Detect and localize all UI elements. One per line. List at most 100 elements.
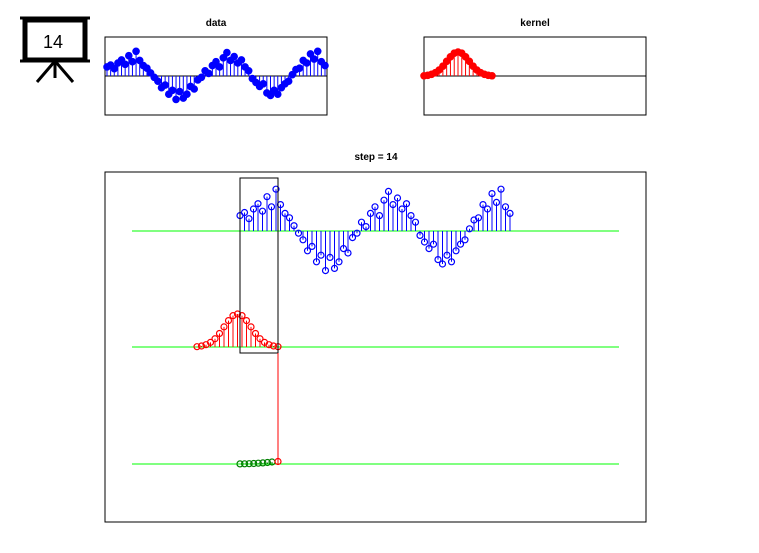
stem-marker <box>254 200 262 208</box>
window <box>239 177 279 354</box>
stem-marker <box>303 247 312 255</box>
stem-marker <box>339 245 348 253</box>
stem-marker <box>290 222 298 230</box>
stem-marker <box>256 335 264 343</box>
badge-number: 14 <box>43 32 63 52</box>
stem-marker <box>371 203 379 211</box>
stem-marker <box>483 205 492 213</box>
stem-marker <box>281 209 289 217</box>
stem-marker <box>321 61 329 70</box>
stem-marker <box>274 457 282 466</box>
stem-marker <box>269 342 278 350</box>
stem-marker <box>206 338 215 346</box>
stem-marker <box>434 256 442 264</box>
stem-marker <box>456 240 465 248</box>
stem-marker <box>389 201 397 209</box>
stem-marker <box>416 231 424 239</box>
stem-marker <box>230 52 238 61</box>
stem-marker <box>375 212 384 220</box>
stem-marker <box>411 218 420 226</box>
stem-marker <box>348 234 357 242</box>
stem-marker <box>344 249 352 257</box>
stem-marker <box>259 80 268 88</box>
stem-marker <box>312 258 321 266</box>
stem-marker <box>443 251 451 259</box>
stem-marker <box>154 77 162 86</box>
stem-marker <box>223 48 231 57</box>
stem-marker <box>135 56 144 65</box>
stem-marker <box>425 245 433 253</box>
stem-marker <box>224 317 233 325</box>
stem-marker <box>247 323 255 331</box>
stem-marker <box>285 214 294 222</box>
stem-marker <box>236 460 244 468</box>
stem-marker <box>238 312 246 320</box>
stem-marker <box>447 258 456 266</box>
stem-marker <box>362 223 370 231</box>
stem-marker <box>193 343 201 351</box>
stem-marker <box>266 91 275 100</box>
stem-marker <box>204 69 213 78</box>
badge-leg <box>35 60 57 83</box>
stem-marker <box>398 205 406 213</box>
chart-title: kernel <box>520 18 550 29</box>
stem-marker <box>259 459 267 467</box>
stem-marker <box>273 90 282 99</box>
stem-marker <box>393 194 402 202</box>
step-axes <box>104 171 647 523</box>
stem-marker <box>128 57 137 66</box>
stem-marker <box>197 342 206 350</box>
stem-marker <box>321 267 330 275</box>
stem-marker <box>272 185 280 193</box>
stem-marker <box>294 229 303 237</box>
stem-marker <box>240 460 249 468</box>
stem-marker <box>479 201 487 209</box>
stem-marker <box>183 90 191 99</box>
stem-marker <box>172 95 180 104</box>
stem-marker <box>357 218 366 226</box>
stem-marker <box>317 251 325 259</box>
stem-marker <box>439 62 447 70</box>
stem-marker <box>197 73 206 82</box>
stem-marker <box>330 264 339 272</box>
stem-marker <box>488 190 496 198</box>
stem-marker <box>407 212 415 220</box>
stem-marker <box>263 458 272 467</box>
stem-marker <box>121 60 129 69</box>
stem-marker <box>492 198 501 206</box>
stem-marker <box>420 238 429 246</box>
stem-marker <box>452 247 460 255</box>
stem-marker <box>267 203 276 211</box>
stem-marker <box>295 64 304 73</box>
chart-title: step = 14 <box>354 152 398 163</box>
stem-marker <box>384 187 393 195</box>
stem-marker <box>161 81 169 89</box>
stem-marker <box>258 207 267 215</box>
stem-marker <box>250 459 258 468</box>
stem-marker <box>438 260 447 268</box>
stem-marker <box>461 236 469 244</box>
stem-marker <box>366 209 375 217</box>
stem-marker <box>501 203 510 211</box>
badge-leg <box>53 60 75 83</box>
stem-marker <box>211 335 219 343</box>
stem-marker <box>335 258 343 266</box>
stem-marker <box>429 240 438 248</box>
stem-marker <box>465 225 474 233</box>
stem-marker <box>380 196 388 204</box>
stem-marker <box>306 50 315 58</box>
stem-marker <box>402 200 411 208</box>
stem-marker <box>265 341 273 349</box>
stem-marker <box>220 323 228 331</box>
stem-marker <box>240 208 249 217</box>
stem-marker <box>245 460 253 468</box>
stem-marker <box>303 59 311 67</box>
stem-marker <box>310 55 318 63</box>
stem-marker <box>132 47 140 56</box>
stem-marker <box>263 193 271 201</box>
stem-marker <box>254 459 262 467</box>
stem-marker <box>488 71 496 80</box>
stem-marker <box>284 77 293 86</box>
stem-marker <box>237 56 246 64</box>
